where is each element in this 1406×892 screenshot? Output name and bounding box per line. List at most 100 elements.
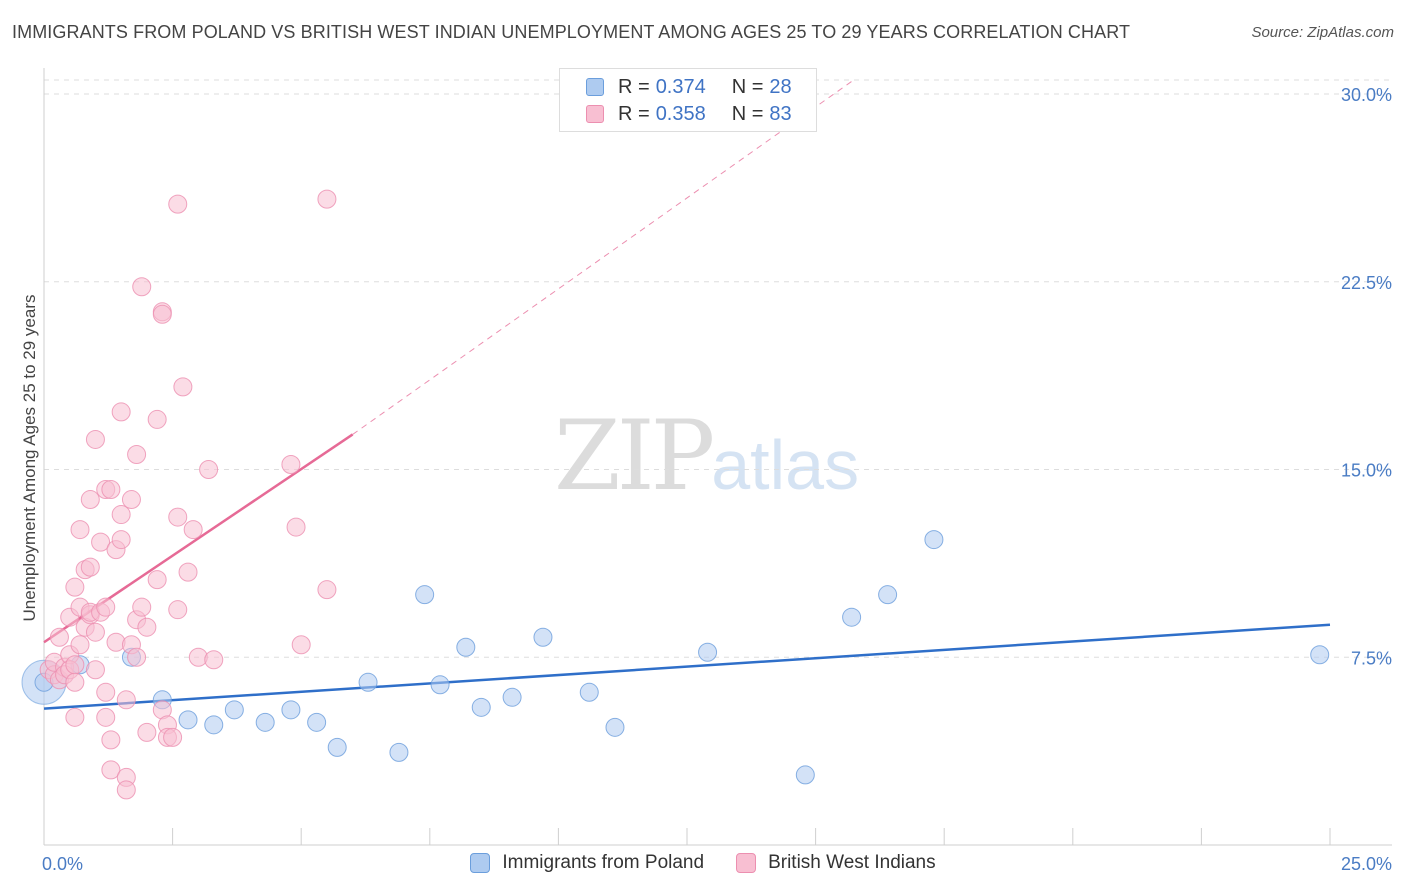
poland-data-point [456, 637, 476, 657]
bwi-data-point [168, 194, 188, 214]
bwi-data-point [286, 517, 306, 537]
bwi-data-point [173, 377, 193, 397]
bwi-data-point [163, 727, 183, 747]
r-value: 0.374 [655, 75, 706, 98]
legend-row-poland: R = 0.374 N = 28 [586, 75, 792, 99]
bwi-data-point [317, 580, 337, 600]
bwi-data-point [96, 707, 116, 727]
poland-data-point [224, 700, 244, 720]
bwi-data-point [70, 635, 90, 655]
poland-data-point [605, 717, 625, 737]
poland-data-point [878, 585, 898, 605]
poland-data-point [327, 737, 347, 757]
bwi-data-point [178, 562, 198, 582]
poland-data-point [1310, 645, 1330, 665]
poland-data-point [307, 712, 327, 732]
bwi-data-point [199, 460, 219, 479]
bwi-data-point [317, 189, 337, 209]
correlation-legend: R = 0.374 N = 28 R = 0.358 N = 83 [559, 68, 817, 132]
bwi-data-point [204, 650, 224, 670]
bwi-data-point [96, 597, 116, 617]
bwi-data-point [85, 622, 105, 642]
bwi-data-point [132, 597, 152, 617]
legend-item-poland[interactable]: Immigrants from Poland [470, 852, 704, 874]
n-value: 83 [769, 102, 792, 125]
poland-data-point [842, 607, 862, 627]
tick-labels: 7.5% 15.0% 22.5% 30.0% 0.0% 25.0% [42, 85, 1392, 874]
y-tick-label: 30.0% [1341, 85, 1392, 105]
bwi-data-point [137, 722, 157, 742]
bwi-data-point [80, 557, 100, 577]
poland-data-point [389, 742, 409, 762]
bwi-data-point [168, 507, 188, 527]
watermark-logo: ZIPatlas [554, 400, 859, 512]
poland-swatch [586, 78, 604, 96]
bwi-data-point [127, 444, 147, 464]
r-value: 0.358 [655, 102, 706, 125]
gridlines [44, 79, 1392, 658]
r-label: R = [618, 102, 650, 125]
watermark-zip: ZIP [554, 400, 715, 512]
bwi-data-point [65, 577, 85, 597]
bwi-data-point [85, 660, 105, 680]
n-label: N = [731, 102, 764, 125]
poland-data-point [502, 687, 522, 707]
bwi-data-point [147, 409, 167, 429]
bwi-swatch [736, 853, 757, 873]
poland-data-point [178, 710, 198, 730]
poland-data-point [204, 715, 224, 735]
bwi-data-point [101, 730, 121, 750]
poland-data-point [281, 700, 301, 720]
bwi-data-point [65, 672, 85, 692]
bwi-data-point [127, 647, 147, 667]
bwi-data-point [111, 402, 131, 422]
bwi-data-point [281, 454, 301, 474]
bwi-data-point [96, 682, 116, 702]
bwi-data-point [137, 617, 157, 637]
legend-item-bwi[interactable]: British West Indians [736, 852, 936, 874]
series-legend: Immigrants from Poland British West Indi… [0, 852, 1406, 874]
y-tick-label: 22.5% [1341, 273, 1392, 293]
axes [43, 68, 1392, 846]
poland-data-point [698, 642, 718, 662]
bwi-data-point [152, 304, 172, 324]
legend-label-poland: Immigrants from Poland [502, 852, 705, 873]
bwi-data-point [65, 655, 85, 675]
n-label: N = [731, 75, 764, 98]
bwi-data-point [111, 505, 131, 525]
watermark-atlas: atlas [711, 426, 860, 504]
x-tick-label: 25.0% [1341, 854, 1392, 874]
y-tick-label: 7.5% [1351, 648, 1392, 668]
chart-title: IMMIGRANTS FROM POLAND VS BRITISH WEST I… [12, 22, 1131, 42]
poland-trendline [43, 623, 1331, 710]
bwi-data-point [111, 530, 131, 550]
poland-swatch [470, 853, 491, 873]
n-value: 28 [769, 75, 792, 98]
bwi-data-point [121, 490, 141, 510]
poland-data-point [471, 697, 491, 717]
source-label: Source: ZipAtlas.com [1251, 24, 1394, 41]
bwi-data-point [132, 277, 152, 297]
legend-label-bwi: British West Indians [768, 852, 936, 873]
bwi-data-point [49, 627, 69, 647]
poland-data-point [358, 672, 378, 692]
bwi-data-point [101, 760, 121, 780]
bwi-swatch [586, 105, 604, 123]
bwi-trendline-extension [352, 81, 852, 435]
legend-row-bwi: R = 0.358 N = 83 [586, 102, 792, 126]
bwi-data-point [91, 532, 111, 552]
bwi-data-point [147, 570, 167, 590]
bwi-data-point [116, 780, 136, 800]
bwi-data-point [80, 490, 100, 510]
poland-data-point [579, 682, 599, 702]
bwi-data-point [85, 429, 105, 449]
bwi-data-point [291, 635, 311, 655]
poland-data-point [415, 585, 435, 605]
bwi-data-point [116, 690, 136, 710]
bwi-data-point [65, 707, 85, 727]
poland-data-point [533, 627, 553, 647]
poland-data-point [255, 712, 275, 732]
poland-data-point [430, 675, 450, 695]
bwi-data-point [101, 480, 121, 500]
